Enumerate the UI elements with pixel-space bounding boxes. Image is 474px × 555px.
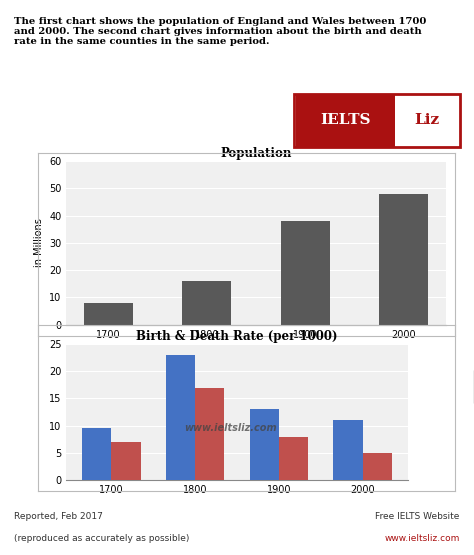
Bar [83, 303, 133, 325]
Title: Population: Population [220, 147, 292, 160]
Text: Free IELTS Website: Free IELTS Website [375, 512, 460, 521]
Bar [250, 410, 279, 480]
Bar [195, 387, 224, 480]
Bar [281, 221, 330, 325]
Text: Reported, Feb 2017: Reported, Feb 2017 [14, 512, 103, 521]
Bar [279, 437, 308, 480]
Bar [166, 355, 195, 480]
Bar [363, 453, 392, 480]
Text: www.ieltsliz.com: www.ieltsliz.com [184, 423, 276, 433]
Text: www.ieltsliz.com: www.ieltsliz.com [384, 534, 460, 543]
Bar [82, 428, 111, 480]
Text: IELTS: IELTS [320, 113, 371, 127]
Text: (reproduced as accurately as possible): (reproduced as accurately as possible) [14, 534, 190, 543]
Bar [333, 420, 363, 480]
Bar [296, 95, 395, 147]
Bar [182, 281, 231, 325]
Bar [111, 442, 141, 480]
Text: Liz: Liz [414, 113, 439, 127]
Text: The first chart shows the population of England and Wales between 1700
and 2000.: The first chart shows the population of … [14, 17, 427, 47]
Title: Birth & Death Rate (per 1000): Birth & Death Rate (per 1000) [136, 330, 338, 343]
Bar [379, 194, 428, 325]
Y-axis label: in Millions: in Millions [34, 218, 44, 268]
